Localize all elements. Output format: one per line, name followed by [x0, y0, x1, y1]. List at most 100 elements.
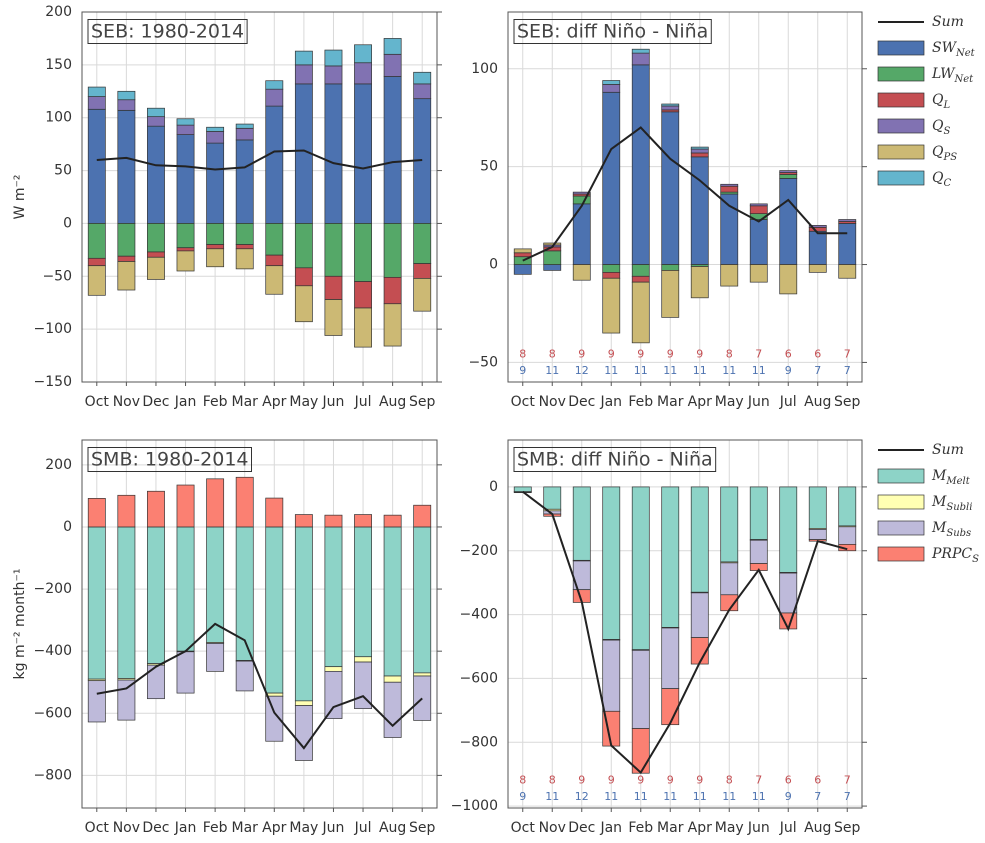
bar-segment — [383, 303, 402, 347]
bar-segment — [176, 250, 195, 272]
count-label: 6 — [814, 773, 821, 786]
y-tick-label: 50 — [480, 159, 498, 175]
count-label: 7 — [755, 347, 762, 360]
x-tick-label: Sep — [409, 820, 436, 836]
legend-swatch — [877, 170, 925, 186]
bar-segment — [206, 142, 225, 224]
bar-segment — [294, 285, 313, 323]
y-tick-label: −800 — [460, 734, 498, 750]
axes-frame — [81, 11, 438, 383]
x-tick-label: Sep — [834, 394, 861, 410]
bar-segment — [235, 123, 254, 129]
bar-segment — [265, 265, 284, 295]
legend-label: LWNet — [931, 66, 974, 85]
legend-label: QC — [932, 170, 951, 189]
count-label: 11 — [545, 364, 559, 377]
count-label: 7 — [844, 364, 851, 377]
bar-segment — [631, 264, 650, 277]
bar-segment — [206, 248, 225, 268]
x-tick-label: Oct — [511, 394, 536, 410]
bar-segment — [354, 223, 372, 282]
bar-segment — [749, 219, 768, 265]
x-tick-label: Mar — [657, 820, 684, 836]
bar-segment — [265, 254, 284, 267]
bar-segment — [720, 183, 739, 187]
y-tick-label: −400 — [34, 643, 72, 659]
bar-segment — [779, 178, 798, 265]
bar-segment — [324, 671, 343, 719]
bar-segment — [176, 134, 195, 224]
bar-segment — [354, 526, 372, 658]
bar-segment — [779, 572, 798, 614]
bar-segment — [808, 230, 827, 265]
x-tick-label: Dec — [568, 394, 595, 410]
bar-segment — [87, 223, 106, 259]
bar-segment — [147, 223, 165, 253]
x-tick-label: Oct — [85, 820, 110, 836]
count-label: 11 — [722, 790, 736, 803]
count-label: 9 — [696, 773, 703, 786]
bar-segment — [543, 486, 562, 510]
bar-segment — [838, 223, 857, 265]
bar-segment — [413, 526, 432, 674]
bar-segment — [690, 148, 709, 154]
bar-segment — [117, 109, 136, 224]
bar-segment — [87, 526, 106, 680]
bar-segment — [383, 276, 402, 305]
count-label: 9 — [519, 790, 526, 803]
bar-segment — [838, 264, 857, 279]
bar-segment — [176, 526, 195, 652]
legend-label: Sum — [932, 442, 964, 458]
bar-segment — [176, 124, 195, 135]
bar-segment — [354, 62, 372, 85]
y-tick-label: 200 — [45, 4, 72, 20]
x-tick-label: Jul — [779, 820, 797, 836]
x-tick-label: Apr — [262, 820, 286, 836]
bar-segment — [602, 91, 621, 265]
legend-label: QL — [932, 92, 950, 111]
bar-segment — [176, 118, 195, 126]
bar-segment — [147, 664, 165, 700]
bar-segment — [324, 514, 343, 528]
legend-swatch — [877, 144, 925, 160]
bar-segment — [324, 526, 343, 668]
bar-segment — [602, 264, 621, 273]
count-label: 8 — [726, 773, 733, 786]
y-tick-label: −600 — [34, 705, 72, 721]
bar-segment — [602, 486, 621, 640]
bar-segment — [413, 278, 432, 312]
bar-segment — [720, 562, 739, 596]
x-tick-label: Nov — [539, 820, 566, 836]
bar-segment — [690, 156, 709, 265]
count-label: 12 — [575, 364, 589, 377]
count-label: 6 — [785, 347, 792, 360]
count-label: 9 — [608, 347, 615, 360]
count-label: 11 — [752, 790, 766, 803]
bar-segment — [117, 679, 136, 721]
bar-segment — [383, 38, 402, 55]
bar-segment — [87, 257, 106, 267]
count-label: 12 — [575, 790, 589, 803]
panel-title-box — [87, 447, 252, 472]
bar-segment — [749, 539, 768, 564]
legend-swatch — [877, 468, 925, 484]
bar-segment — [87, 86, 106, 97]
bar-segment — [147, 125, 165, 224]
legend-label: PRPCS — [931, 546, 979, 565]
bar-segment — [324, 49, 343, 67]
sum-line — [522, 490, 848, 775]
y-tick-label: 50 — [54, 163, 72, 179]
legend-label: MSubs — [931, 520, 971, 539]
x-tick-label: Feb — [203, 820, 228, 836]
bar-segment — [413, 504, 432, 528]
bar-segment — [117, 526, 136, 679]
y-tick-label: −200 — [34, 581, 72, 597]
bar-segment — [117, 90, 136, 101]
count-label: 9 — [667, 773, 674, 786]
bar-segment — [147, 251, 165, 258]
sum-line — [522, 126, 848, 262]
axes-frame — [507, 439, 863, 809]
bar-segment — [513, 264, 532, 275]
bar-segment — [543, 242, 562, 246]
bar-segment — [720, 185, 739, 193]
